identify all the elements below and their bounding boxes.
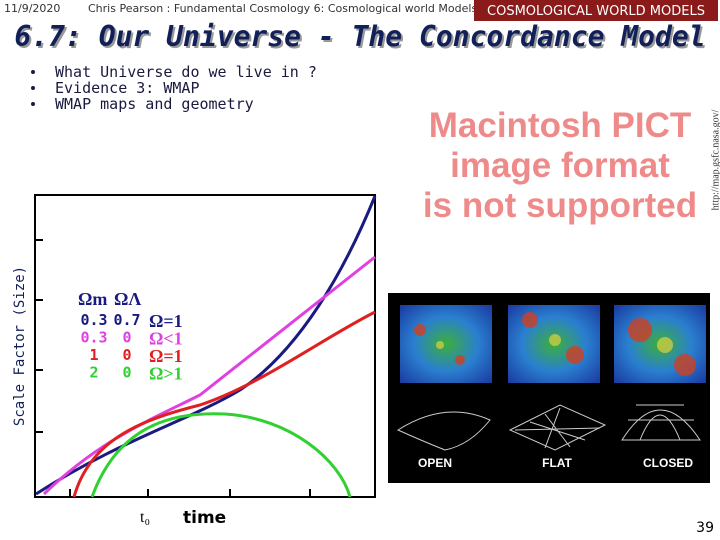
bullet: Evidence 3: WMAP	[55, 79, 200, 97]
badge: COSMOLOGICAL WORLD MODELS	[487, 4, 705, 19]
title-shadow: 6.7: Our Universe - The Concordance Mode…	[16, 22, 707, 55]
geometry-label: CLOSED	[643, 456, 693, 470]
title: 6.7: Our Universe - The Concordance Mode…	[14, 20, 705, 53]
geometry: Ω>1	[149, 364, 183, 384]
bullet-list: What Universe do we live in ?Evidence 3:…	[31, 63, 317, 113]
bullet: WMAP maps and geometry	[55, 95, 254, 113]
omega-lambda: 0	[122, 329, 131, 347]
url: http://map.gsfc.nasa.gov/	[710, 109, 720, 210]
curve-flat	[72, 310, 376, 498]
y-label: Scale Factor (Size)	[12, 266, 28, 426]
omega-lambda: 0	[122, 364, 131, 382]
bullet-dot	[31, 102, 35, 106]
x-label: t₀	[140, 509, 150, 526]
geometry: Ω=1	[149, 311, 183, 331]
omega-lambda: 0	[122, 346, 131, 364]
legend-header: Ωm	[78, 289, 107, 309]
omega-m: 2	[89, 364, 98, 382]
omega-m: 0.3	[80, 329, 107, 347]
wmap-geometry	[396, 404, 701, 451]
wmap-maps	[400, 305, 706, 383]
legend-header: ΩΛ	[114, 289, 141, 309]
geometry: Ω<1	[149, 329, 183, 349]
omega-m: 0.3	[80, 311, 107, 329]
legend: 0.3 0.7 Ω=1 0.3 0 Ω<1 1 0 Ω=1 2 0 Ω>1	[80, 311, 182, 384]
omega-lambda: 0.7	[113, 311, 140, 329]
page-number: 39	[696, 520, 714, 536]
date: 11/9/2020	[4, 2, 60, 15]
bullet-dot	[31, 70, 35, 74]
geometry-label: OPEN	[418, 456, 452, 470]
placeholder-line: is not supported	[423, 186, 697, 225]
placeholder-line: Macintosh PICT	[429, 106, 692, 145]
ticks	[35, 239, 311, 497]
plot-frame	[34, 194, 376, 498]
bullet-dot	[31, 86, 35, 90]
x-label: time	[183, 508, 226, 528]
omega-m: 1	[89, 346, 98, 364]
course: Chris Pearson : Fundamental Cosmology 6:…	[88, 2, 541, 15]
bullet: What Universe do we live in ?	[55, 63, 317, 81]
geometry-label: FLAT	[542, 456, 572, 470]
placeholder-line: image format	[450, 146, 670, 185]
curves	[35, 195, 377, 498]
badge-bg	[474, 0, 718, 21]
geometry: Ω=1	[149, 346, 183, 366]
curve-closed	[90, 412, 352, 498]
